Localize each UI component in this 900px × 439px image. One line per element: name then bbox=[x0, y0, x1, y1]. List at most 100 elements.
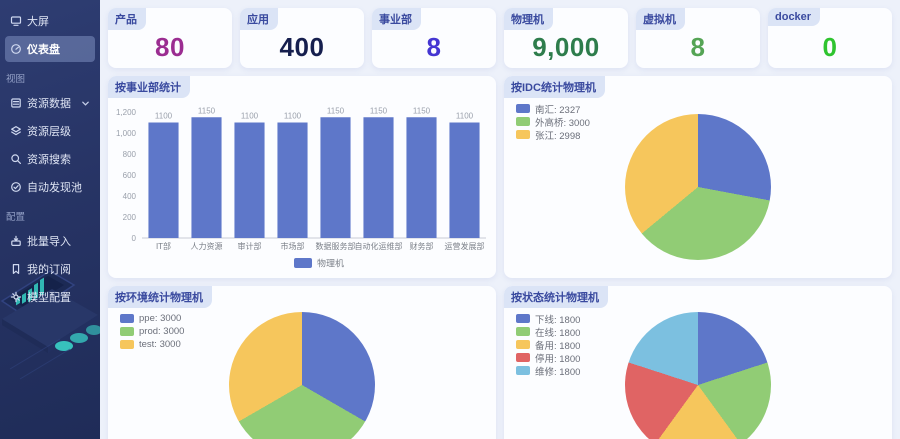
stat-card-2[interactable]: 事业部 8 bbox=[372, 8, 496, 68]
svg-text:1150: 1150 bbox=[370, 106, 388, 115]
legend-item[interactable]: 备用: 1800 bbox=[516, 338, 581, 352]
legend-item[interactable]: 南汇: 2327 bbox=[516, 102, 590, 116]
legend-color-chip bbox=[516, 353, 530, 362]
chevron-down-icon bbox=[81, 99, 90, 108]
sidebar-item-label: 批量导入 bbox=[27, 236, 71, 248]
legend-item[interactable]: 下线: 1800 bbox=[516, 312, 581, 326]
legend-label: ppe: 3000 bbox=[139, 313, 182, 324]
legend-color-chip bbox=[120, 327, 134, 336]
legend-label: prod: 3000 bbox=[139, 326, 185, 337]
stat-card-1[interactable]: 应用 400 bbox=[240, 8, 364, 68]
svg-text:1150: 1150 bbox=[413, 106, 431, 115]
stat-label: 应用 bbox=[240, 8, 278, 30]
legend-item[interactable]: 外高桥: 3000 bbox=[516, 115, 590, 129]
sidebar-item-label: 资源搜索 bbox=[27, 154, 71, 166]
legend-color-chip bbox=[120, 340, 134, 349]
sidebar-section-label: 视图 bbox=[6, 74, 26, 85]
pie-chart-card-idc: 按IDC统计物理机 南汇: 2327 外高桥: 3000 张江: 2998 bbox=[504, 76, 892, 278]
svg-text:数据服务部: 数据服务部 bbox=[316, 241, 356, 251]
legend-label: 下线: 1800 bbox=[535, 314, 581, 326]
svg-text:1150: 1150 bbox=[327, 106, 345, 115]
legend-label: 在线: 1800 bbox=[535, 327, 581, 339]
data-list-icon bbox=[10, 97, 22, 109]
stat-value: 8 bbox=[690, 32, 706, 62]
legend-item[interactable]: 停用: 1800 bbox=[516, 351, 581, 365]
sidebar-nav: 大屏仪表盘视图资源数据资源层级资源搜索自动发现池配置批量导入我的订阅 模型配置 bbox=[0, 0, 100, 310]
legend-color-chip bbox=[516, 314, 530, 323]
legend-label: test: 3000 bbox=[139, 339, 181, 350]
svg-text:IT部: IT部 bbox=[156, 241, 171, 251]
legend-color-chip bbox=[120, 314, 134, 323]
sidebar-item-label: 仪表盘 bbox=[27, 44, 60, 56]
svg-text:200: 200 bbox=[123, 213, 137, 222]
svg-text:1100: 1100 bbox=[155, 112, 173, 121]
svg-text:1100: 1100 bbox=[284, 112, 302, 121]
svg-text:1100: 1100 bbox=[241, 112, 259, 121]
pie-chart-canvas bbox=[625, 114, 771, 260]
svg-text:人力资源: 人力资源 bbox=[191, 241, 223, 251]
legend-item[interactable]: 在线: 1800 bbox=[516, 325, 581, 339]
stats-row: 产品 80 应用 400 事业部 8 物理机 9,000 虚拟机 8 docker 0 bbox=[108, 8, 892, 68]
import-icon bbox=[10, 235, 22, 247]
stat-card-3[interactable]: 物理机 9,000 bbox=[504, 8, 628, 68]
stat-card-4[interactable]: 虚拟机 8 bbox=[636, 8, 760, 68]
legend-color-chip bbox=[516, 327, 530, 336]
sidebar-item-9[interactable]: 我的订阅 bbox=[5, 256, 95, 282]
legend-color-chip bbox=[516, 366, 530, 375]
svg-text:1100: 1100 bbox=[456, 112, 474, 121]
chart-title: 按状态统计物理机 bbox=[504, 286, 608, 308]
legend-color-chip bbox=[516, 340, 530, 349]
monitor-icon bbox=[10, 15, 22, 27]
svg-text:1150: 1150 bbox=[198, 106, 216, 115]
legend-item[interactable]: ppe: 3000 bbox=[120, 312, 184, 325]
stat-card-0[interactable]: 产品 80 bbox=[108, 8, 232, 68]
bar-chart-card: 按事业部统计 0 200 400 600 800 1,000 1,200 1100 IT部 115… bbox=[108, 76, 496, 278]
legend-color-chip bbox=[516, 130, 530, 139]
svg-text:物理机: 物理机 bbox=[317, 258, 344, 269]
stat-label: 事业部 bbox=[372, 8, 421, 30]
sidebar-item-label: 自动发现池 bbox=[27, 182, 82, 194]
sidebar-item-label: 资源层级 bbox=[27, 126, 71, 138]
sidebar-item-0[interactable]: 大屏 bbox=[5, 8, 95, 34]
sidebar-item-5[interactable]: 资源搜索 bbox=[5, 146, 95, 172]
legend-label: 备用: 1800 bbox=[535, 340, 581, 352]
sidebar-item-3[interactable]: 资源数据 bbox=[5, 90, 95, 116]
stat-label: 物理机 bbox=[504, 8, 553, 30]
svg-text:市场部: 市场部 bbox=[281, 241, 305, 251]
chart-title: 按IDC统计物理机 bbox=[504, 76, 605, 98]
sidebar-section-label: 配置 bbox=[6, 212, 26, 223]
sidebar-item-1[interactable]: 仪表盘 bbox=[5, 36, 95, 62]
stat-card-5[interactable]: docker 0 bbox=[768, 8, 892, 68]
pie-chart-canvas bbox=[229, 312, 375, 439]
legend-item[interactable]: 维修: 1800 bbox=[516, 364, 580, 378]
sidebar-item-6[interactable]: 自动发现池 bbox=[5, 174, 95, 200]
sidebar-item-label: 资源数据 bbox=[27, 98, 71, 110]
svg-text:400: 400 bbox=[123, 192, 137, 201]
stat-value: 9,000 bbox=[532, 32, 600, 62]
svg-text:财务部: 财务部 bbox=[410, 241, 434, 251]
search-icon bbox=[10, 153, 22, 165]
sidebar-item-8[interactable]: 批量导入 bbox=[5, 228, 95, 254]
legend-item[interactable]: prod: 3000 bbox=[120, 325, 184, 338]
sidebar-item-4[interactable]: 资源层级 bbox=[5, 118, 95, 144]
svg-text:审计部: 审计部 bbox=[238, 241, 262, 251]
svg-text:运营发展部: 运营发展部 bbox=[445, 241, 485, 251]
main-content: 产品 80 应用 400 事业部 8 物理机 9,000 虚拟机 8 docker 0 按事业部统计 … bbox=[100, 0, 900, 439]
pie-chart-card-status: 按状态统计物理机 下线: 1800 在线: 1800 备用: 1800 停用: 180… bbox=[504, 286, 892, 439]
chart-title: 按事业部统计 bbox=[108, 76, 190, 98]
svg-text:1,000: 1,000 bbox=[116, 129, 137, 138]
stat-label: docker bbox=[768, 8, 821, 26]
legend-color-chip bbox=[516, 117, 530, 126]
layers-icon bbox=[10, 125, 22, 137]
legend-item[interactable]: 张江: 2998 bbox=[516, 128, 590, 142]
charts-grid: 按事业部统计 0 200 400 600 800 1,000 1,200 1100 IT部 115… bbox=[108, 76, 892, 439]
legend-color-chip bbox=[516, 104, 530, 113]
legend-item[interactable]: test: 3000 bbox=[120, 338, 184, 351]
model-config-icon bbox=[10, 291, 22, 303]
svg-text:800: 800 bbox=[123, 150, 137, 159]
sidebar-item-10[interactable]: 模型配置 bbox=[5, 284, 95, 310]
sidebar: 大屏仪表盘视图资源数据资源层级资源搜索自动发现池配置批量导入我的订阅 模型配置 bbox=[0, 0, 100, 439]
legend-label: 停用: 1800 bbox=[535, 353, 581, 365]
svg-text:600: 600 bbox=[123, 171, 137, 180]
